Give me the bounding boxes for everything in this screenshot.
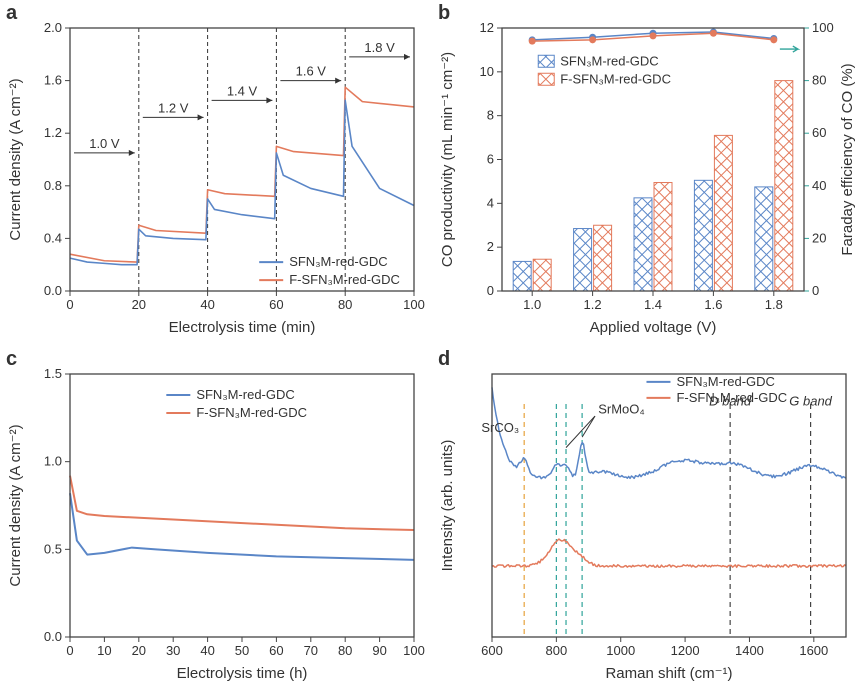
chart-a: 0 20 40 60 80 100 0.0 0.4 0.8 1.2 1.6 2.0 1.0 V 1.2 V…	[0, 0, 432, 346]
svg-text:SrMoO₄: SrMoO₄	[598, 401, 644, 416]
svg-text:Current density (A cm⁻²): Current density (A cm⁻²)	[7, 78, 24, 240]
svg-text:SFN₃M-red-GDC: SFN₃M-red-GDC	[196, 387, 294, 402]
svg-text:800: 800	[546, 643, 568, 658]
svg-text:0: 0	[812, 283, 819, 298]
svg-text:60: 60	[269, 297, 283, 312]
svg-text:6: 6	[487, 152, 494, 167]
svg-text:F-SFN₃M-red-GDC: F-SFN₃M-red-GDC	[196, 405, 307, 420]
panel-a: a 0 20 40 60 80 100 0.0 0.4 0.8 1.2 1.6 2.0 1.0 V 1.2…	[0, 0, 432, 346]
svg-text:100: 100	[812, 20, 834, 35]
svg-text:20: 20	[132, 643, 146, 658]
chart-d: 6008001000120014001600SrCO₃SrMoO₄D bandG…	[432, 346, 864, 692]
svg-text:Faraday efficiency of CO (%): Faraday efficiency of CO (%)	[839, 63, 856, 255]
svg-text:1.0: 1.0	[44, 454, 62, 469]
svg-text:Electrolysis time (h): Electrolysis time (h)	[177, 665, 308, 682]
svg-text:0.8: 0.8	[44, 178, 62, 193]
svg-text:1.5: 1.5	[44, 366, 62, 381]
svg-text:30: 30	[166, 643, 180, 658]
panel-b: b 1.0 1.2 1.4 1.6 1.8 0 2 4 6 8 10 12 0 20 40 60 80 100 SF…	[432, 0, 864, 346]
svg-text:1.0: 1.0	[523, 297, 541, 312]
svg-text:Intensity (arb. units): Intensity (arb. units)	[439, 440, 456, 572]
svg-text:50: 50	[235, 643, 249, 658]
svg-text:Applied voltage (V): Applied voltage (V)	[590, 319, 717, 336]
svg-text:70: 70	[304, 643, 318, 658]
svg-text:80: 80	[812, 73, 826, 88]
svg-text:90: 90	[372, 643, 386, 658]
svg-text:10: 10	[480, 64, 494, 79]
svg-text:SFN₃M-red-GDC: SFN₃M-red-GDC	[676, 374, 774, 389]
svg-text:Current density (A cm⁻²): Current density (A cm⁻²)	[7, 424, 24, 586]
svg-text:Electrolysis time (min): Electrolysis time (min)	[169, 319, 316, 336]
svg-text:1.8 V: 1.8 V	[364, 40, 395, 55]
svg-text:1.4: 1.4	[644, 297, 662, 312]
svg-text:40: 40	[200, 297, 214, 312]
svg-text:F-SFN₃M-red-GDC: F-SFN₃M-red-GDC	[560, 71, 671, 86]
panel-c: c 0 10 20 30 40 50 60 70 80 90 100 0.0 0.5 1.0 1.5 SFN₃…	[0, 346, 432, 692]
panel-d-label: d	[438, 348, 450, 371]
svg-text:1200: 1200	[671, 643, 700, 658]
svg-text:60: 60	[269, 643, 283, 658]
svg-text:1.6: 1.6	[704, 297, 722, 312]
svg-text:1400: 1400	[735, 643, 764, 658]
svg-text:60: 60	[812, 125, 826, 140]
svg-text:8: 8	[487, 108, 494, 123]
svg-text:G band: G band	[789, 394, 832, 409]
svg-text:SFN₃M-red-GDC: SFN₃M-red-GDC	[560, 53, 658, 68]
svg-text:F-SFN₃M-red-GDC: F-SFN₃M-red-GDC	[289, 272, 400, 287]
svg-text:SrCO₃: SrCO₃	[481, 420, 519, 435]
chart-c: 0 10 20 30 40 50 60 70 80 90 100 0.0 0.5 1.0 1.5 SFN₃M-…	[0, 346, 432, 692]
svg-text:40: 40	[200, 643, 214, 658]
panel-c-label: c	[6, 348, 17, 371]
svg-text:SFN₃M-red-GDC: SFN₃M-red-GDC	[289, 254, 387, 269]
svg-text:2.0: 2.0	[44, 20, 62, 35]
svg-text:40: 40	[812, 178, 826, 193]
svg-text:0.0: 0.0	[44, 629, 62, 644]
svg-text:20: 20	[132, 297, 146, 312]
svg-text:4: 4	[487, 195, 494, 210]
svg-text:1.6: 1.6	[44, 73, 62, 88]
svg-text:1.2: 1.2	[44, 125, 62, 140]
svg-text:1600: 1600	[799, 643, 828, 658]
svg-text:100: 100	[403, 297, 425, 312]
svg-text:80: 80	[338, 643, 352, 658]
svg-text:1.4 V: 1.4 V	[227, 83, 258, 98]
svg-text:100: 100	[403, 643, 425, 658]
svg-text:F-SFN₃M-red-GDC: F-SFN₃M-red-GDC	[676, 390, 787, 405]
svg-text:0: 0	[66, 643, 73, 658]
panel-a-label: a	[6, 2, 17, 25]
svg-text:0.0: 0.0	[44, 283, 62, 298]
svg-text:0.5: 0.5	[44, 541, 62, 556]
svg-text:20: 20	[812, 230, 826, 245]
svg-text:1.6 V: 1.6 V	[296, 64, 327, 79]
svg-text:1.0 V: 1.0 V	[89, 136, 120, 151]
svg-text:1.8: 1.8	[765, 297, 783, 312]
svg-text:Raman shift (cm⁻¹): Raman shift (cm⁻¹)	[605, 665, 732, 682]
svg-text:600: 600	[481, 643, 503, 658]
panel-b-label: b	[438, 2, 450, 25]
svg-text:1.2 V: 1.2 V	[158, 100, 189, 115]
svg-text:12: 12	[480, 20, 494, 35]
svg-text:0.4: 0.4	[44, 230, 62, 245]
svg-text:80: 80	[338, 297, 352, 312]
panel-d: d 6008001000120014001600SrCO₃SrMoO₄D ban…	[432, 346, 864, 692]
svg-text:1.2: 1.2	[584, 297, 602, 312]
svg-text:0: 0	[487, 283, 494, 298]
svg-text:1000: 1000	[606, 643, 635, 658]
svg-text:2: 2	[487, 239, 494, 254]
chart-b: 1.0 1.2 1.4 1.6 1.8 0 2 4 6 8 10 12 0 20 40 60 80 100 SFN₃…	[432, 0, 864, 346]
svg-text:10: 10	[97, 643, 111, 658]
svg-text:0: 0	[66, 297, 73, 312]
svg-text:CO productivity (mL min⁻¹ cm⁻²: CO productivity (mL min⁻¹ cm⁻²)	[439, 52, 456, 267]
